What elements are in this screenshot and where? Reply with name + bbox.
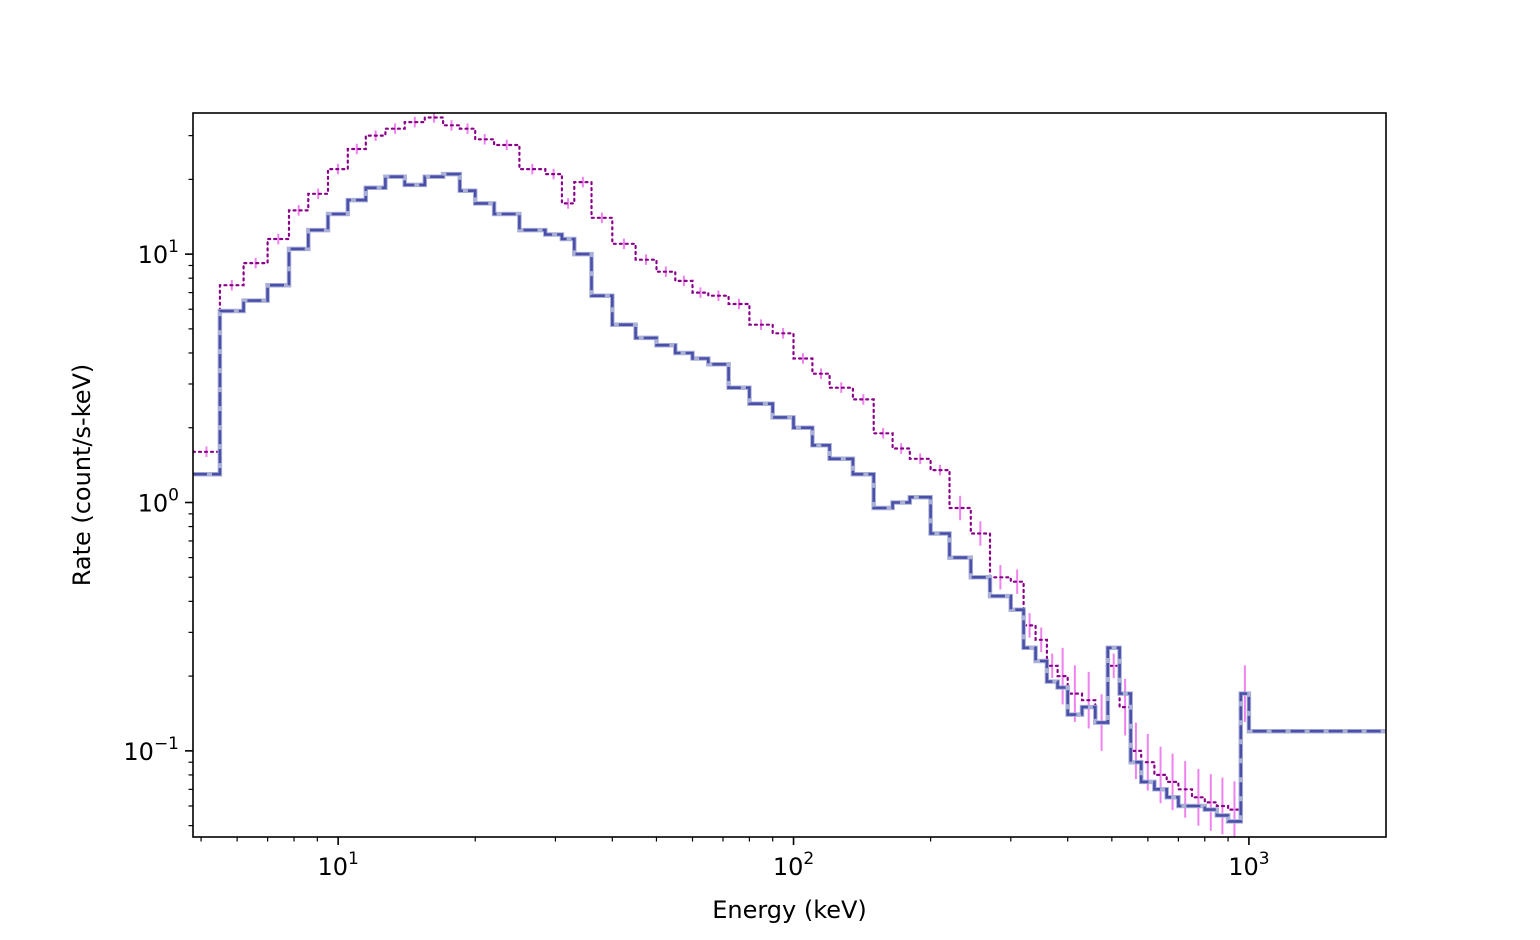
- x-axis: 101 102 103: [200, 837, 1270, 881]
- y-axis-label: Rate (count/s-keV): [68, 364, 96, 587]
- x-tick-label-2: 103: [1228, 849, 1269, 881]
- series-1-dashed: [193, 171, 1386, 824]
- plot-frame: [192, 112, 1387, 838]
- series-1-line: [193, 172, 1386, 823]
- y-axis: 10−1 100 101: [123, 135, 193, 827]
- x-tick-label-0: 101: [317, 849, 358, 881]
- y-tick-label-1: 100: [138, 485, 179, 517]
- x-tick-label-1: 102: [773, 849, 814, 881]
- y-tick-label-2: 101: [138, 237, 179, 269]
- y-tick-label-0: 10−1: [123, 734, 179, 766]
- x-axis-label: Energy (keV): [712, 896, 867, 924]
- series-layer: [193, 113, 1386, 837]
- series-0-line: [193, 116, 1386, 811]
